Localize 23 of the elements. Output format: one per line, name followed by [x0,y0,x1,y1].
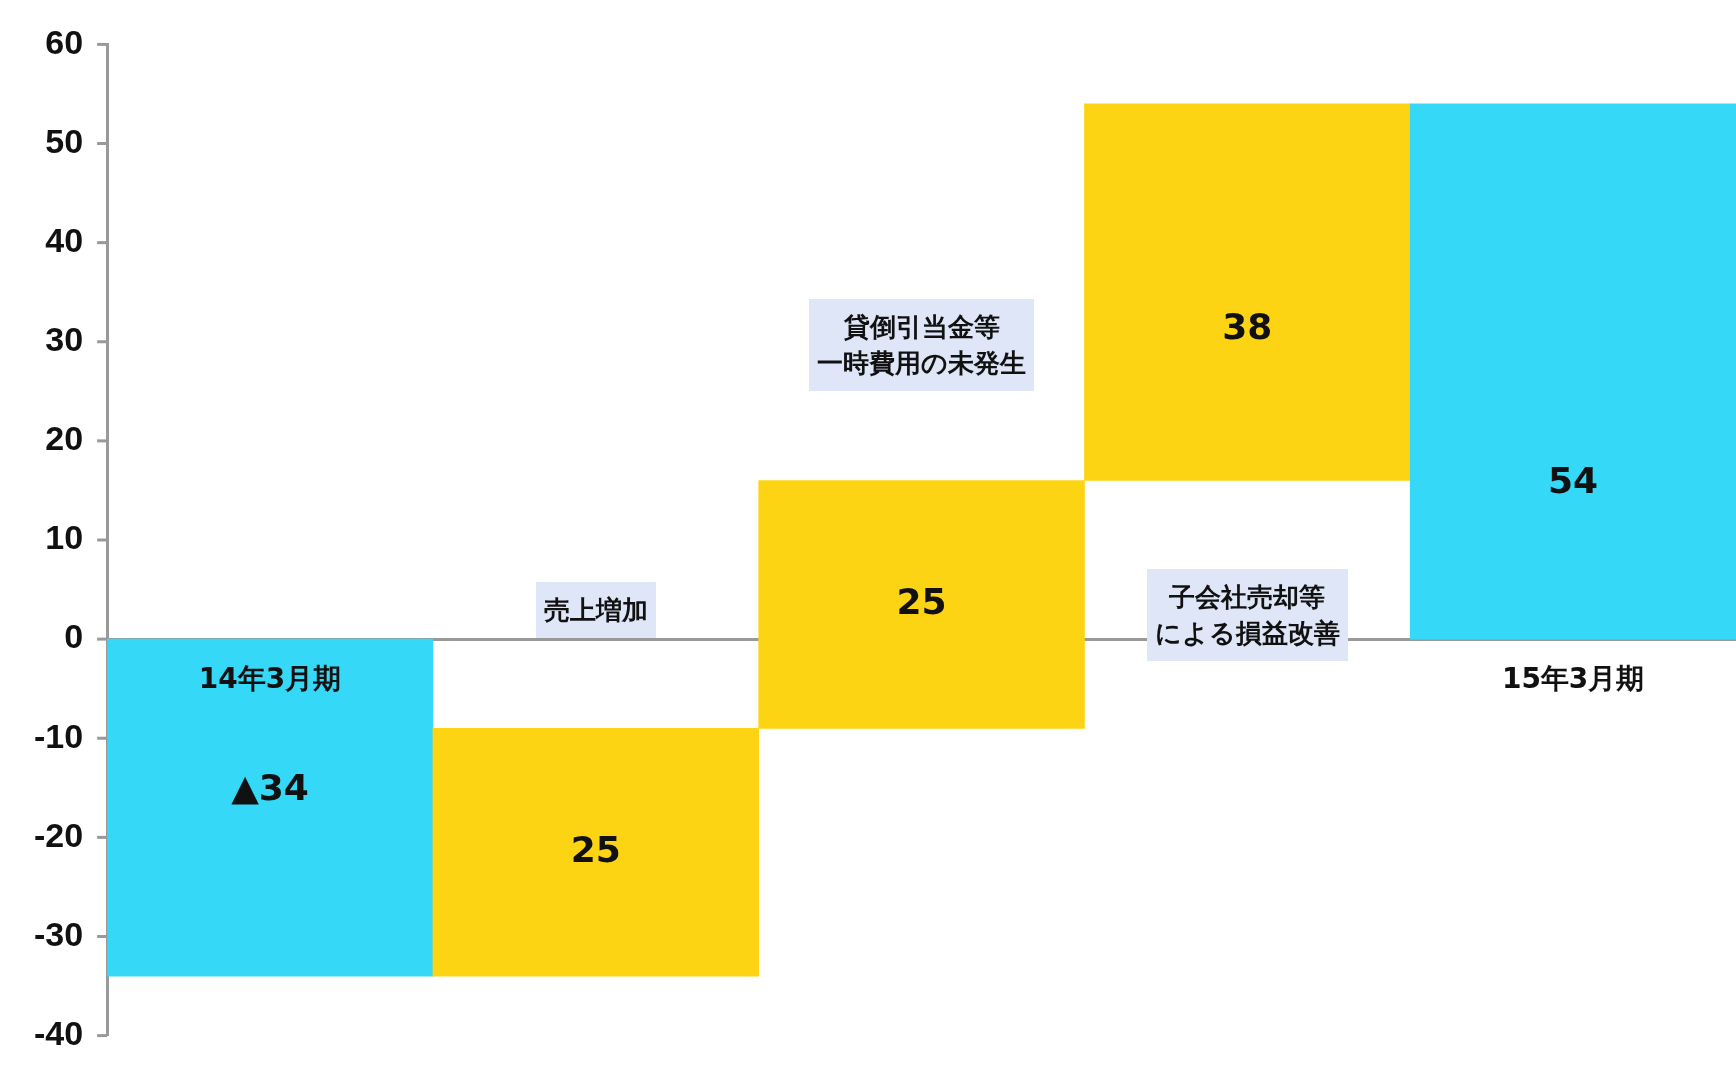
y-tick-label: 0 [64,617,84,656]
data-label: 54 [1548,460,1599,502]
y-tick-label: 10 [45,518,84,557]
annotation: 売上増加 [535,582,656,639]
bar [107,638,434,977]
y-tick-label: 20 [45,419,84,458]
x-tick-label: 14年3月期 [198,662,342,696]
data-label: 38 [1222,306,1273,348]
data-label: ▲34 [231,767,309,809]
y-tick-label: 30 [45,320,84,359]
annotation: 子会社売却等による損益改善 [1146,568,1348,661]
y-tick-label: -40 [34,1013,84,1052]
x-tick-label: 15年3月期 [1501,662,1645,696]
y-tick-label: -20 [34,815,84,854]
y-tick-label: 40 [45,221,84,260]
y-tick-label: -10 [34,716,84,755]
y-tick-label: 50 [45,121,84,160]
data-label: 25 [896,580,947,622]
y-tick-label: -30 [34,914,84,953]
annotation: 貸倒引当金等一時費用の未発生 [809,298,1035,391]
y-tick-label: 60 [45,22,84,61]
data-label: 25 [570,828,621,870]
bar [1409,103,1736,640]
